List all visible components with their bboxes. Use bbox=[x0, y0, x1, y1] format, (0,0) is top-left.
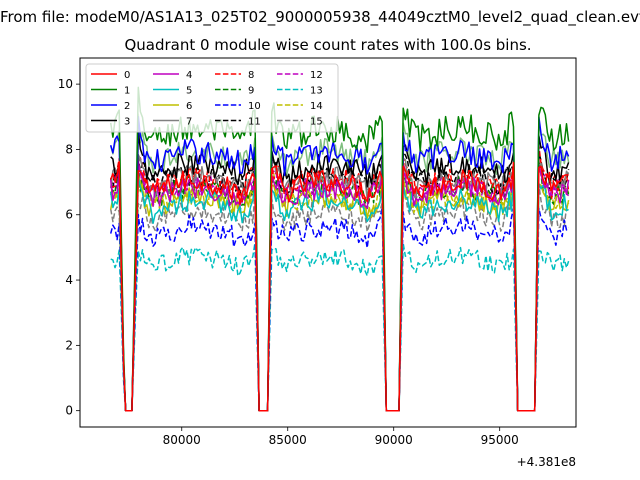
series-line-3 bbox=[110, 132, 570, 412]
series-line-14 bbox=[110, 171, 570, 412]
legend-label: 7 bbox=[186, 117, 192, 128]
legend-label: 5 bbox=[186, 86, 192, 97]
legend-label: 9 bbox=[248, 86, 254, 97]
series-line-10 bbox=[109, 207, 570, 412]
legend-label: 4 bbox=[186, 70, 192, 81]
series-line-15 bbox=[109, 183, 570, 412]
legend-label: 12 bbox=[310, 70, 323, 81]
series-line-13 bbox=[110, 242, 570, 412]
legend-label: 13 bbox=[310, 86, 323, 97]
x-tick-label: 95000 bbox=[481, 433, 519, 447]
x-tick-label: 90000 bbox=[375, 433, 413, 447]
legend-label: 15 bbox=[310, 117, 323, 128]
y-tick-label: 8 bbox=[65, 142, 73, 156]
legend-label: 14 bbox=[310, 101, 323, 112]
axes-frame bbox=[79, 57, 577, 428]
axis-ticks: 80000 85000 90000 95000 0 2 4 6 8 10 bbox=[58, 77, 519, 447]
y-tick-label: 0 bbox=[65, 404, 73, 418]
y-tick-label: 4 bbox=[65, 273, 73, 287]
legend-label: 8 bbox=[248, 70, 254, 81]
legend-label: 3 bbox=[124, 117, 130, 128]
series-lines bbox=[109, 86, 570, 412]
x-tick-label: 80000 bbox=[163, 433, 201, 447]
legend-label: 2 bbox=[124, 101, 130, 112]
chart-title: Quadrant 0 module wise count rates with … bbox=[124, 36, 532, 54]
y-tick-label: 6 bbox=[65, 208, 73, 222]
series-line-7 bbox=[109, 153, 570, 412]
legend-label: 6 bbox=[186, 101, 192, 112]
series-line-0 bbox=[110, 160, 569, 412]
series-line-1 bbox=[109, 86, 570, 412]
series-line-4 bbox=[109, 160, 570, 412]
series-line-2 bbox=[109, 115, 570, 412]
series-line-extra bbox=[109, 113, 570, 412]
x-tick-label: 85000 bbox=[269, 433, 307, 447]
y-tick-label: 2 bbox=[65, 338, 73, 352]
legend-label: 11 bbox=[248, 117, 261, 128]
legend-label: 1 bbox=[124, 86, 130, 97]
legend-label: 0 bbox=[124, 70, 130, 81]
series-line-6 bbox=[109, 174, 570, 412]
y-tick-label: 10 bbox=[58, 77, 73, 91]
legend-label: 10 bbox=[248, 101, 261, 112]
legend-box bbox=[85, 63, 339, 133]
figure-suptitle: From file: modeM0/AS1A13_025T02_90000059… bbox=[0, 8, 640, 26]
x-offset-label: +4.381e8 bbox=[517, 455, 576, 469]
